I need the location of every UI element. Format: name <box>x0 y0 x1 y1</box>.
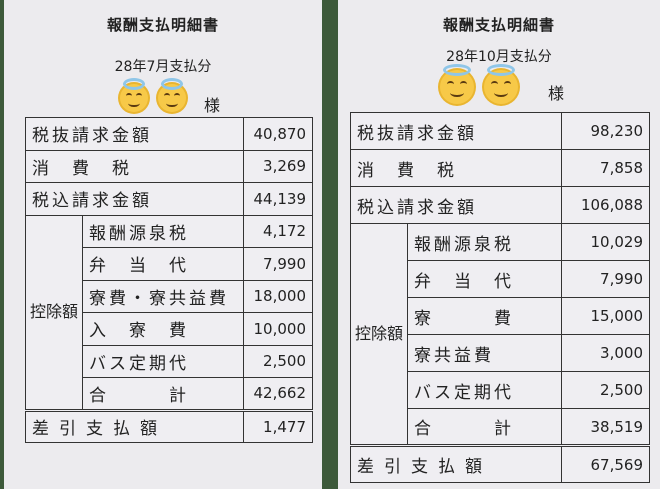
table-row: バス定期代 2,500 <box>351 371 651 409</box>
group-label: 控除額 <box>24 214 84 411</box>
table-row: 税抜請求金額 98,230 <box>350 112 651 150</box>
row-label: 消 費 税 <box>24 149 245 183</box>
table-row: 税抜請求金額 40,870 <box>24 117 313 151</box>
row-value: 10,029 <box>560 223 651 261</box>
slip-period: 28年7月支払分 <box>114 59 212 75</box>
row-label: 消 費 税 <box>350 149 562 187</box>
row-value: 106,088 <box>560 186 651 224</box>
row-value: 7,990 <box>243 247 313 281</box>
row-value: 3,000 <box>560 334 651 372</box>
row-label: バス定期代 <box>82 344 245 378</box>
row-value: 3,269 <box>243 149 313 183</box>
halo-smiling-face-emoji-icon <box>158 78 186 112</box>
row-label: 弁 当 代 <box>407 260 562 298</box>
table-row: 合 計 38,519 <box>351 408 651 446</box>
row-label: 合 計 <box>82 377 245 411</box>
table-row: 合 計 42,662 <box>26 377 313 411</box>
halo-smiling-face-emoji-icon <box>120 78 148 112</box>
slip-title: 報酬支払明細書 <box>106 16 219 34</box>
row-label: 寮 費 <box>407 297 562 335</box>
row-value: 7,990 <box>560 260 651 298</box>
table-row: 消 費 税 7,858 <box>350 149 651 187</box>
honorific: 様 <box>548 84 565 103</box>
halo-smiling-face-emoji-icon <box>440 64 474 104</box>
row-label: 税抜請求金額 <box>350 112 562 150</box>
row-label: 税込請求金額 <box>24 182 245 216</box>
table-row: 弁 当 代 7,990 <box>26 247 313 281</box>
net-label: 差引支払額 <box>350 445 562 483</box>
slip-table: 税抜請求金額 98,230 消 費 税 7,858 税込請求金額 106,088 控除額 報酬… <box>349 112 651 483</box>
slip-period: 28年10月支払分 <box>446 49 552 65</box>
row-value: 40,870 <box>243 117 313 151</box>
table-row: 消 費 税 3,269 <box>24 149 313 183</box>
net-value: 67,569 <box>560 445 651 483</box>
row-label: 報酬源泉税 <box>82 214 245 248</box>
row-value: 10,000 <box>243 312 313 346</box>
slip-table: 税抜請求金額 40,870 消 費 税 3,269 税込請求金額 44,139 控除額 報酬源… <box>24 117 313 443</box>
table-row: 控除額 報酬源泉税 4,172 <box>24 214 313 411</box>
row-label: 税込請求金額 <box>350 186 562 224</box>
net-row: 差引支払額 67,569 <box>350 445 651 483</box>
row-label: 寮費・寮共益費 <box>82 279 245 313</box>
honorific: 様 <box>204 96 221 115</box>
row-value: 42,662 <box>243 377 313 411</box>
slip-title: 報酬支払明細書 <box>442 16 555 34</box>
net-row: 差引支払額 1,477 <box>24 409 313 443</box>
row-label: バス定期代 <box>407 371 562 409</box>
table-row: 控除額 報酬源泉税 10,029 <box>349 223 651 446</box>
table-row: バス定期代 2,500 <box>26 344 313 378</box>
row-label: 弁 当 代 <box>82 247 245 281</box>
net-value: 1,477 <box>243 409 313 443</box>
net-label: 差引支払額 <box>24 409 245 443</box>
row-value: 38,519 <box>560 408 651 446</box>
payment-slip-1: 報酬支払明細書 28年7月支払分 様税抜請求金額 40,870 消 費 税 3,269… <box>4 0 322 489</box>
row-label: 報酬源泉税 <box>407 223 562 261</box>
table-row: 入 寮 費 10,000 <box>26 312 313 346</box>
group-label: 控除額 <box>349 223 409 446</box>
row-value: 2,500 <box>560 371 651 409</box>
row-value: 4,172 <box>243 214 313 248</box>
table-row: 税込請求金額 44,139 <box>24 182 313 216</box>
row-value: 44,139 <box>243 182 313 216</box>
row-value: 15,000 <box>560 297 651 335</box>
table-row: 寮費・寮共益費 18,000 <box>26 279 313 313</box>
table-row: 弁 当 代 7,990 <box>351 260 651 298</box>
table-row: 寮共益費 3,000 <box>351 334 651 372</box>
row-value: 18,000 <box>243 279 313 313</box>
row-label: 寮共益費 <box>407 334 562 372</box>
row-value: 98,230 <box>560 112 651 150</box>
row-value: 2,500 <box>243 344 313 378</box>
halo-smiling-face-emoji-icon <box>484 64 518 104</box>
row-label: 入 寮 費 <box>82 312 245 346</box>
table-row: 税込請求金額 106,088 <box>350 186 651 224</box>
row-label: 合 計 <box>407 408 562 446</box>
row-value: 7,858 <box>560 149 651 187</box>
row-label: 税抜請求金額 <box>24 117 245 151</box>
